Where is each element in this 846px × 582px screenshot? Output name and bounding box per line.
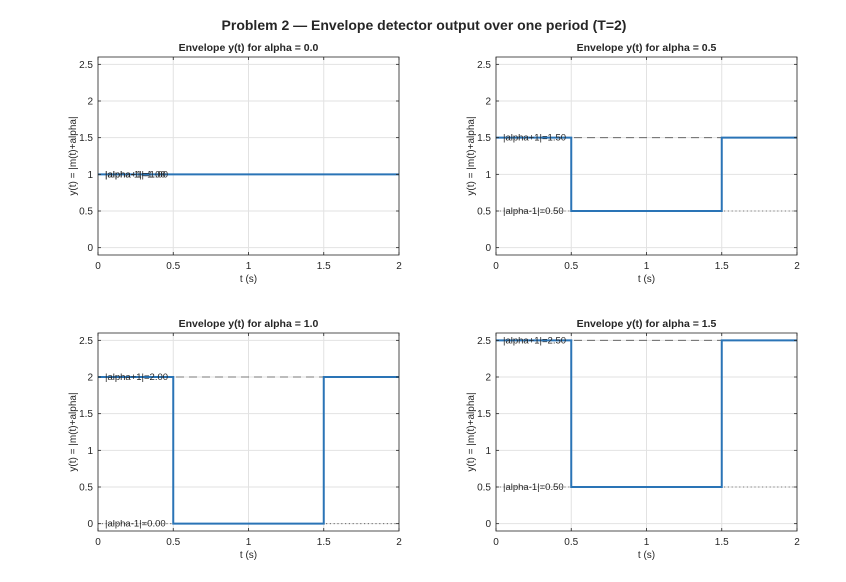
x-tick-label: 1.5 (715, 537, 729, 548)
reference-label-upper: |alpha+1|=1.50 (503, 133, 566, 144)
x-tick-label: 2 (794, 261, 800, 272)
x-tick-label: 0 (95, 261, 101, 272)
x-tick-label: 2 (794, 537, 800, 548)
x-tick-label: 1 (246, 261, 252, 272)
x-tick-label: 0 (493, 261, 499, 272)
subplot-1: 0 0.5 1 1.5 2 0 0.5 1 1.5 2 2.5 |alpha+1|=1.00|alph… (68, 42, 402, 285)
subplot-title: Envelope y(t) for alpha = 1.0 (179, 318, 319, 330)
y-tick-label: 0 (485, 519, 491, 530)
y-axis-label: y(t) = |m(t)+alpha| (466, 116, 477, 195)
subplot-2: 0 0.5 1 1.5 2 0 0.5 1 1.5 2 2.5 |alpha+1|=1.50 |alph… (466, 42, 800, 285)
reference-label-lower: |alpha-1|=0.00 (105, 519, 166, 530)
subplot-title: Envelope y(t) for alpha = 0.5 (577, 42, 717, 54)
x-tick-label: 1 (246, 537, 252, 548)
y-tick-label: 1.5 (79, 409, 93, 420)
y-tick-label: 2 (485, 373, 491, 384)
y-tick-label: 1 (485, 170, 491, 181)
reference-label-upper: |alpha+1|=1.00 (105, 169, 168, 180)
x-axis-label: t (s) (240, 550, 257, 561)
y-tick-label: 0.5 (477, 207, 491, 218)
reference-label-lower: |alpha-1|=1.00 (105, 169, 166, 180)
envelope-series-line (496, 339, 797, 488)
x-axis-label: t (s) (638, 550, 655, 561)
x-tick-label: 1.5 (317, 261, 331, 272)
x-tick-label: 1 (644, 537, 650, 548)
x-tick-label: 0.5 (564, 261, 578, 272)
reference-label-upper: |alpha+1|=2.00 (105, 372, 168, 383)
y-tick-label: 2 (87, 373, 93, 384)
x-tick-label: 0.5 (564, 537, 578, 548)
x-tick-label: 1 (644, 261, 650, 272)
y-tick-label: 2.5 (79, 336, 93, 347)
y-tick-label: 1.5 (477, 409, 491, 420)
reference-label-lower: |alpha-1|=0.50 (503, 206, 564, 217)
y-tick-label: 0.5 (477, 483, 491, 494)
subplot-3: 0 0.5 1 1.5 2 0 0.5 1 1.5 2 2.5 |alpha+1|=2.00 |alph… (68, 318, 402, 561)
y-tick-label: 0.5 (79, 483, 93, 494)
reference-label-upper: |alpha+1|=2.50 (503, 335, 566, 346)
y-tick-label: 1.5 (477, 133, 491, 144)
subplot-title: Envelope y(t) for alpha = 0.0 (179, 42, 319, 54)
y-tick-label: 2 (87, 97, 93, 108)
x-tick-label: 2 (396, 537, 402, 548)
y-tick-label: 1.5 (79, 133, 93, 144)
x-tick-label: 0.5 (166, 261, 180, 272)
y-axis-label: y(t) = |m(t)+alpha| (68, 392, 79, 471)
x-tick-label: 1.5 (317, 537, 331, 548)
envelope-series-line (98, 376, 399, 525)
x-tick-label: 2 (396, 261, 402, 272)
x-tick-label: 0.5 (166, 537, 180, 548)
y-axis-label: y(t) = |m(t)+alpha| (68, 116, 79, 195)
y-tick-label: 0 (485, 243, 491, 254)
x-axis-label: t (s) (638, 274, 655, 285)
y-tick-label: 2 (485, 97, 491, 108)
y-tick-label: 2.5 (477, 336, 491, 347)
x-tick-label: 1.5 (715, 261, 729, 272)
y-tick-label: 1 (485, 446, 491, 457)
figure-title: Problem 2 — Envelope detector output ove… (222, 17, 627, 33)
y-tick-label: 0 (87, 519, 93, 530)
y-tick-label: 0 (87, 243, 93, 254)
y-axis-label: y(t) = |m(t)+alpha| (466, 392, 477, 471)
y-tick-label: 0.5 (79, 207, 93, 218)
y-tick-label: 2.5 (477, 60, 491, 71)
y-tick-label: 1 (87, 170, 93, 181)
y-tick-label: 2.5 (79, 60, 93, 71)
subplot-4: 0 0.5 1 1.5 2 0 0.5 1 1.5 2 2.5 |alpha+1|=2.50 |alph… (466, 318, 800, 561)
x-tick-label: 0 (493, 537, 499, 548)
reference-label-lower: |alpha-1|=0.50 (503, 482, 564, 493)
x-tick-label: 0 (95, 537, 101, 548)
y-tick-label: 1 (87, 446, 93, 457)
x-axis-label: t (s) (240, 274, 257, 285)
subplot-title: Envelope y(t) for alpha = 1.5 (577, 318, 717, 330)
envelope-series-line (496, 136, 797, 212)
